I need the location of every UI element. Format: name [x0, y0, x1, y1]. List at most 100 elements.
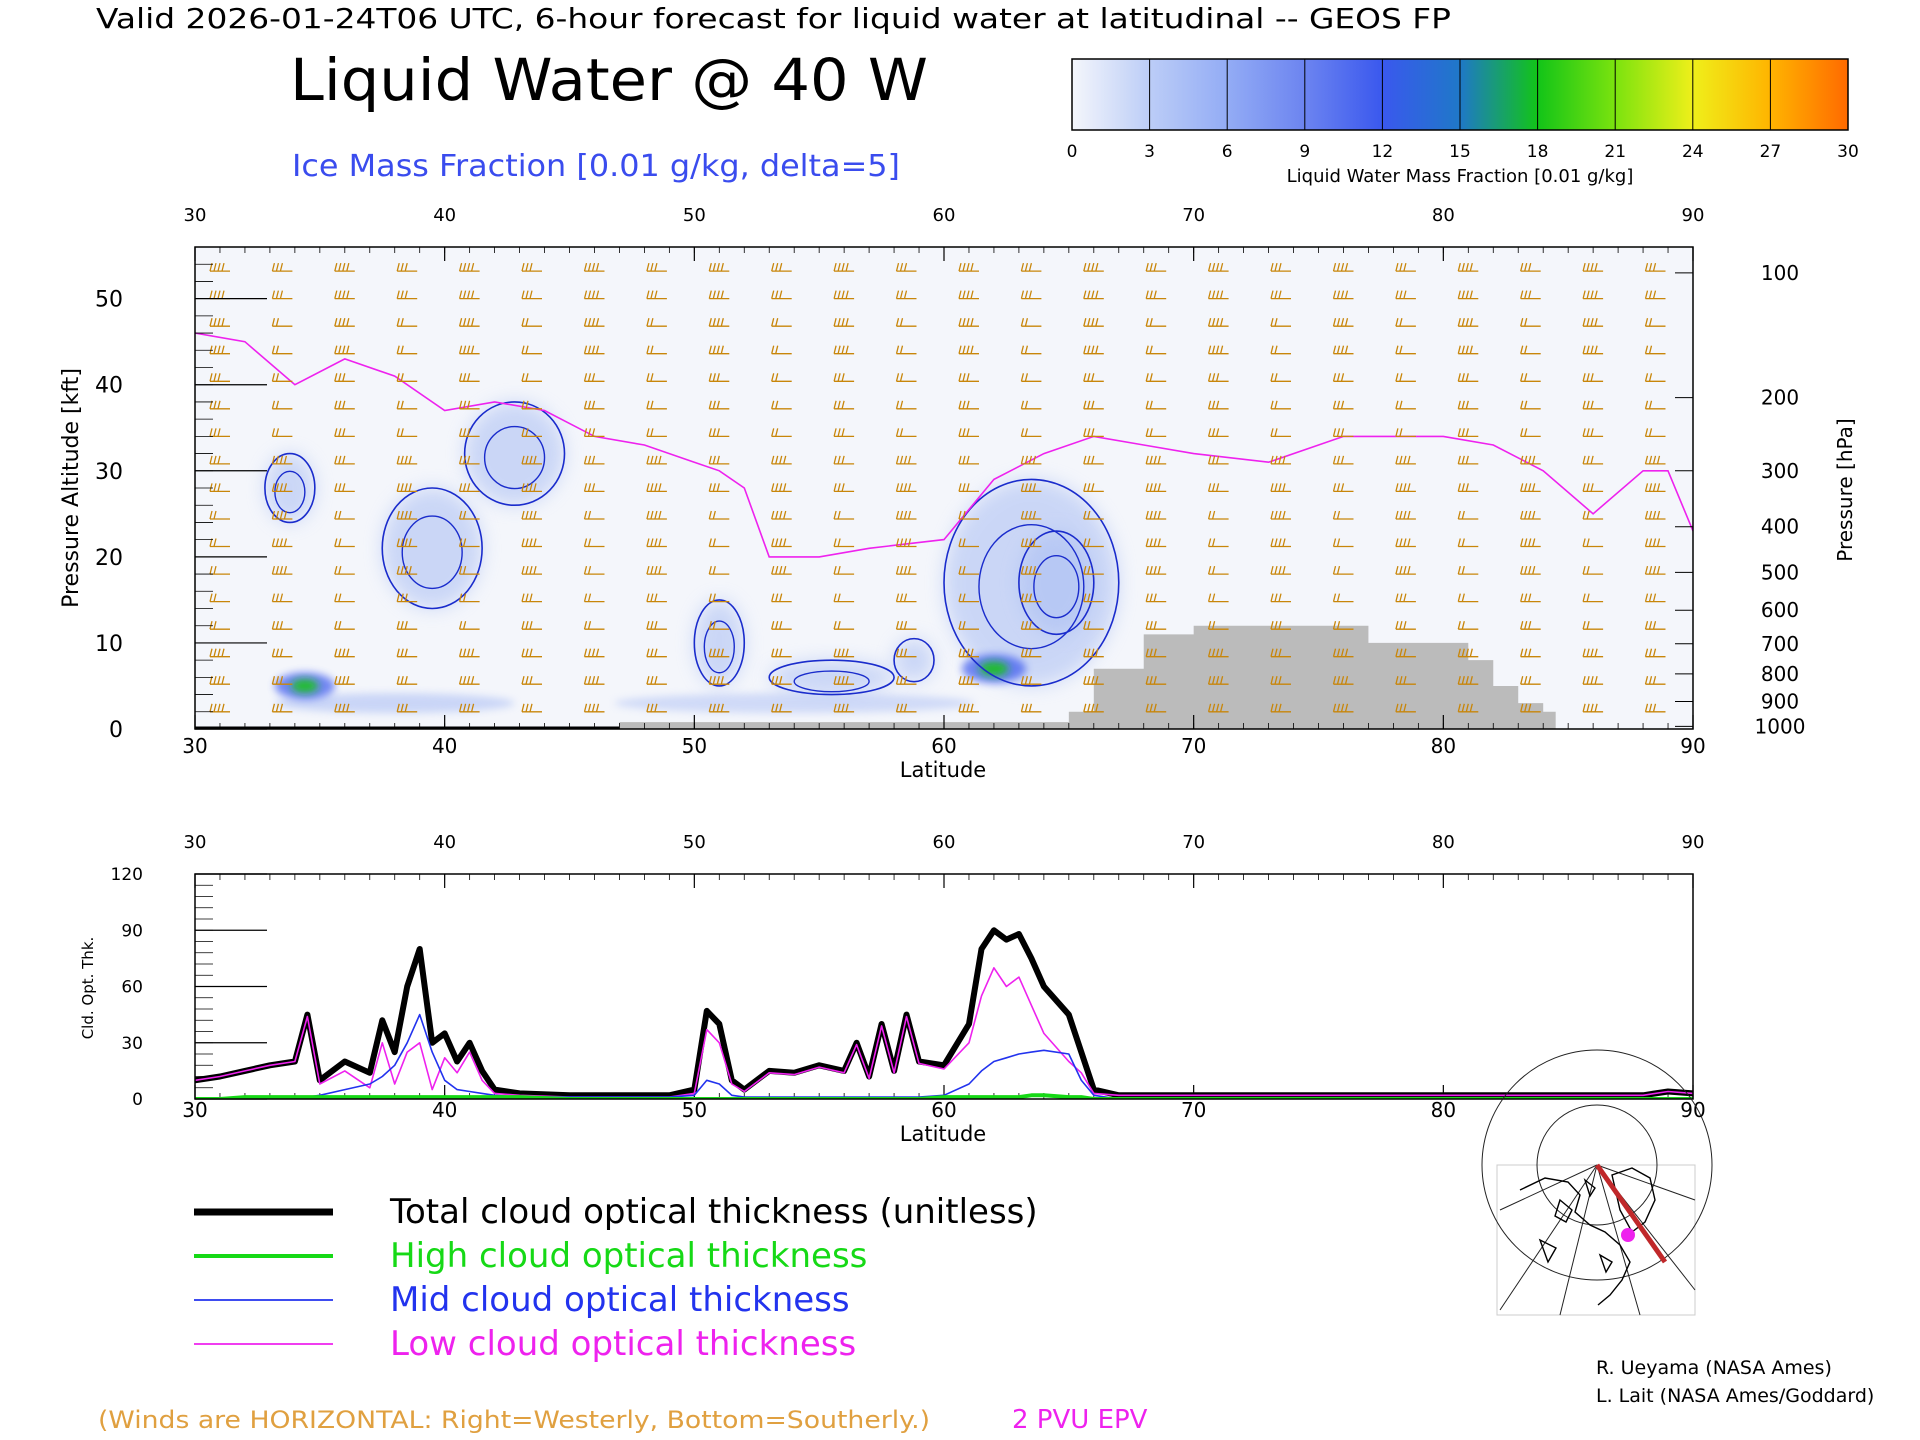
wind-barb [521, 621, 542, 630]
colorbar-segment [1382, 59, 1460, 130]
wind-barb [209, 676, 230, 685]
wind-barb [1083, 538, 1104, 548]
page-title: Liquid Water @ 40 W [290, 46, 928, 114]
wind-barb [1457, 538, 1479, 548]
wind-barb [334, 483, 355, 493]
wind-barb [1207, 345, 1229, 355]
bottom-y-tick-label: 90 [121, 921, 143, 941]
pressure-tick-label: 100 [1761, 261, 1799, 285]
wind-barb [646, 676, 667, 685]
wind-barb [708, 483, 730, 493]
wind-barb [1644, 455, 1666, 465]
wind-barb [1083, 676, 1104, 685]
wind-barb [396, 455, 418, 465]
wind-barb [396, 648, 418, 658]
wind-barb [1020, 373, 1042, 382]
wind-barb [833, 621, 855, 630]
wind-barb [209, 262, 230, 272]
wind-barb [396, 565, 418, 575]
wind-barb [1332, 510, 1354, 520]
legend: Total cloud optical thickness (unitless)… [194, 1192, 1038, 1364]
credit-ueyama: R. Ueyama (NASA Ames) [1596, 1357, 1832, 1379]
legend-label: Low cloud optical thickness [390, 1324, 856, 1364]
top-x-tick-label: 60 [931, 734, 956, 758]
bottom-y-tick-label: 120 [111, 865, 143, 885]
wind-barb [334, 648, 355, 658]
wind-barb [1270, 345, 1291, 355]
bottom-x-tick-label-upper: 80 [1432, 832, 1455, 853]
wind-barb [1207, 262, 1229, 272]
wind-barb [458, 621, 480, 630]
wind-barb [958, 565, 979, 575]
wind-barb-layer [209, 262, 1666, 713]
wind-barb [833, 455, 855, 465]
wind-barb [583, 621, 605, 630]
wind-barb [271, 676, 293, 685]
wind-barb [833, 345, 855, 355]
ice-contour [893, 637, 935, 683]
wind-barb [1332, 428, 1354, 438]
wind-barb [1207, 428, 1229, 438]
wind-barb [1207, 318, 1229, 327]
pressure-tick-label: 800 [1761, 662, 1799, 686]
wind-barb [334, 373, 355, 382]
colorbar-segment [1537, 59, 1616, 130]
wind-barb [521, 703, 542, 713]
wind-barb [708, 290, 730, 300]
wind-barb [396, 428, 418, 438]
wind-barb [1020, 593, 1042, 603]
ice-shade-blob [1018, 531, 1094, 635]
wind-barb [209, 455, 230, 465]
wind-barb [1332, 262, 1354, 272]
top-y-tick-label: 30 [95, 460, 123, 485]
colorbar-tick-label: 6 [1222, 142, 1233, 162]
wind-barb [1270, 290, 1291, 300]
wind-barb [1083, 565, 1104, 575]
wind-barb [771, 318, 792, 327]
pressure-tick-label: 500 [1761, 560, 1799, 584]
ice-contour [381, 487, 483, 610]
wind-barb [1145, 648, 1167, 658]
ice-contour [693, 599, 746, 687]
wind-barb [1145, 428, 1167, 438]
optical-thickness-lines [195, 927, 1693, 1099]
ice-shade-blob [264, 453, 315, 523]
wind-barb [1520, 676, 1541, 685]
wind-barb [833, 400, 855, 410]
pressure-tick-label: 900 [1761, 689, 1799, 713]
wind-barb [646, 593, 667, 603]
ice-contour-inner [978, 524, 1085, 650]
wind-barb [1332, 483, 1354, 493]
wind-barb [708, 703, 730, 713]
wind-barb [646, 373, 667, 382]
wind-barb [1395, 262, 1416, 272]
wind-barb [1644, 593, 1666, 603]
top-x-tick-label-upper: 50 [683, 205, 706, 226]
wind-barb [1582, 648, 1604, 658]
wind-barb [1145, 400, 1167, 410]
ice-contour [943, 478, 1120, 687]
wind-barb [1644, 318, 1666, 327]
wind-barb [1083, 345, 1104, 355]
bottom-x-tick-label: 70 [1181, 1098, 1206, 1122]
ice-contour [768, 659, 895, 696]
wind-barb [458, 538, 480, 548]
wind-barb [583, 428, 605, 438]
subtitle: Ice Mass Fraction [0.01 g/kg, delta=5] [292, 149, 900, 184]
ice-contour-inner [793, 670, 870, 693]
wind-barb [334, 455, 355, 465]
wind-barb [334, 676, 355, 685]
wind-barb [1457, 373, 1479, 382]
wind-barb [1457, 290, 1479, 300]
wind-barb [583, 703, 605, 713]
credit-lait: L. Lait (NASA Ames/Goddard) [1596, 1385, 1874, 1407]
wind-barb [771, 565, 792, 575]
wind-barb [1332, 345, 1354, 355]
wind-barb [895, 290, 917, 300]
wind-barb [1020, 290, 1042, 300]
wind-barb [1083, 318, 1104, 327]
wind-barb [895, 400, 917, 410]
wind-barb [1083, 400, 1104, 410]
wind-barb [583, 483, 605, 493]
wind-barb [271, 400, 293, 410]
